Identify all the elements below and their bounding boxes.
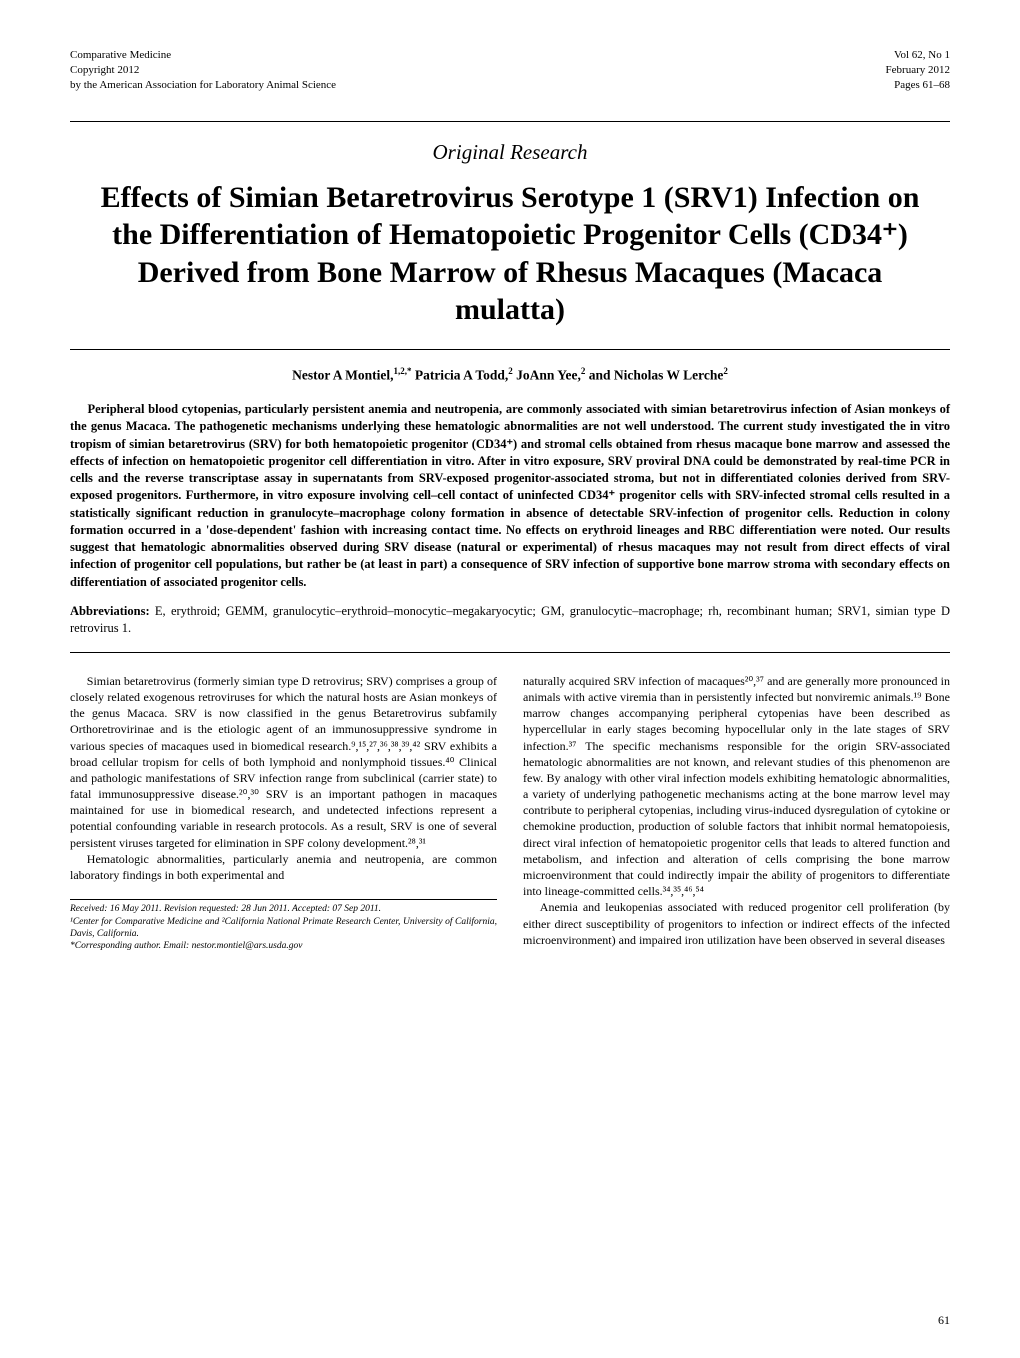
body-p3: naturally acquired SRV infection of maca… — [523, 673, 950, 900]
top-rule — [70, 121, 950, 122]
footnotes: Received: 16 May 2011. Revision requeste… — [70, 899, 497, 952]
abbreviations-text: E, erythroid; GEMM, granulocytic–erythro… — [70, 604, 950, 636]
header-left: Comparative Medicine Copyright 2012 by t… — [70, 48, 336, 93]
journal-name: Comparative Medicine — [70, 48, 336, 63]
footnote-received: Received: 16 May 2011. Revision requeste… — [70, 903, 497, 915]
body-p2: Hematologic abnormalities, particularly … — [70, 851, 497, 883]
footnote-affiliation: ¹Center for Comparative Medicine and ²Ca… — [70, 916, 497, 941]
authors: Nestor A Montiel,1,2,* Patricia A Todd,2… — [70, 366, 950, 384]
column-right: naturally acquired SRV infection of maca… — [523, 673, 950, 953]
volume: Vol 62, No 1 — [886, 48, 950, 63]
body-p4: Anemia and leukopenias associated with r… — [523, 899, 950, 948]
abbreviations: Abbreviations: E, erythroid; GEMM, granu… — [70, 603, 950, 638]
page-number: 61 — [938, 1313, 950, 1328]
footnote-rule — [70, 899, 497, 900]
abstract-rule — [70, 652, 950, 653]
abstract: Peripheral blood cytopenias, particularl… — [70, 401, 950, 591]
issue-date: February 2012 — [886, 63, 950, 78]
body-columns: Simian betaretrovirus (formerly simian t… — [70, 673, 950, 953]
footnote-corresponding: *Corresponding author. Email: nestor.mon… — [70, 940, 497, 952]
section-label: Original Research — [70, 140, 950, 165]
column-left: Simian betaretrovirus (formerly simian t… — [70, 673, 497, 953]
page-range: Pages 61–68 — [886, 78, 950, 93]
running-header: Comparative Medicine Copyright 2012 by t… — [70, 48, 950, 93]
publisher: by the American Association for Laborato… — [70, 78, 336, 93]
title-rule — [70, 349, 950, 350]
copyright: Copyright 2012 — [70, 63, 336, 78]
body-p1: Simian betaretrovirus (formerly simian t… — [70, 673, 497, 851]
abbreviations-label: Abbreviations: — [70, 604, 150, 618]
article-title: Effects of Simian Betaretrovirus Serotyp… — [82, 179, 938, 329]
header-right: Vol 62, No 1 February 2012 Pages 61–68 — [886, 48, 950, 93]
